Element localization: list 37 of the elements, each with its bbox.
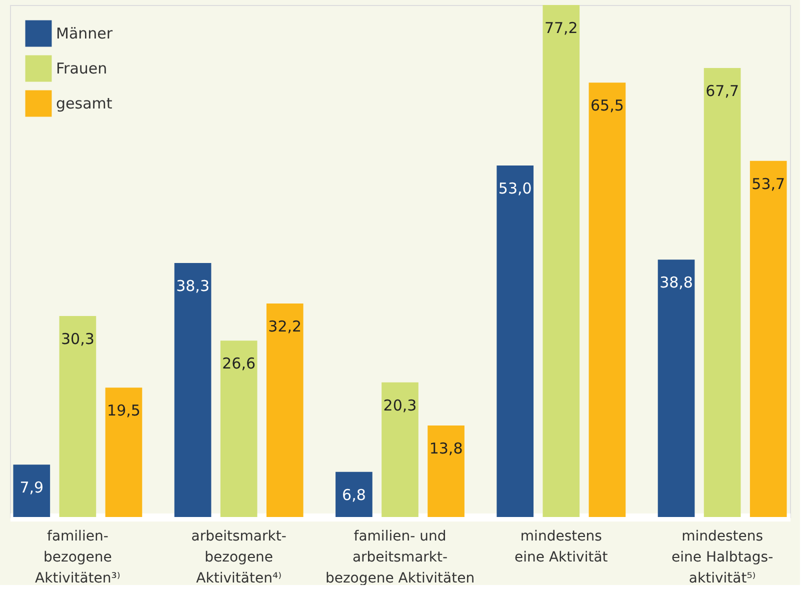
bar [542,5,580,517]
data-label: 26,6 [222,354,256,373]
x-tick-label: arbeitsmarkt- bezogene Aktivitäten⁴⁾ [191,528,286,586]
x-tick-label: mindestens eine Aktivität [514,528,608,566]
data-label: 6,8 [342,486,366,504]
bar [59,316,96,517]
data-label: 32,2 [268,317,302,336]
x-tick-label: familien- bezogene Aktivitäten³⁾ [35,528,120,586]
x-tick-label: mindestens eine Halbtags- aktivität⁵⁾ [672,528,774,586]
bar [588,82,626,517]
data-label: 38,3 [176,276,210,295]
bar [13,464,50,517]
data-label: 7,9 [20,478,44,497]
data-label: 20,3 [383,396,417,414]
data-label: 13,8 [429,439,463,458]
bar [704,68,741,517]
bar [105,388,142,517]
data-label: 19,5 [107,402,140,420]
bar [658,260,695,517]
bar [220,340,258,517]
bar [382,382,418,517]
legend-label: gesamt [56,94,112,112]
data-label: 38,8 [660,274,693,292]
data-label: 67,7 [706,82,740,100]
legend-label: Frauen [56,60,108,78]
data-label: 30,3 [60,330,94,348]
bar [336,472,372,517]
data-label: 53,7 [752,174,786,193]
bar [266,303,304,517]
data-label: 77,2 [544,19,578,37]
legend-label: Männer [56,24,114,42]
data-label: 65,5 [590,96,624,115]
bar [750,160,787,517]
bar [428,425,464,517]
data-label: 53,0 [498,179,532,198]
bar [174,262,212,517]
bar [496,165,534,517]
